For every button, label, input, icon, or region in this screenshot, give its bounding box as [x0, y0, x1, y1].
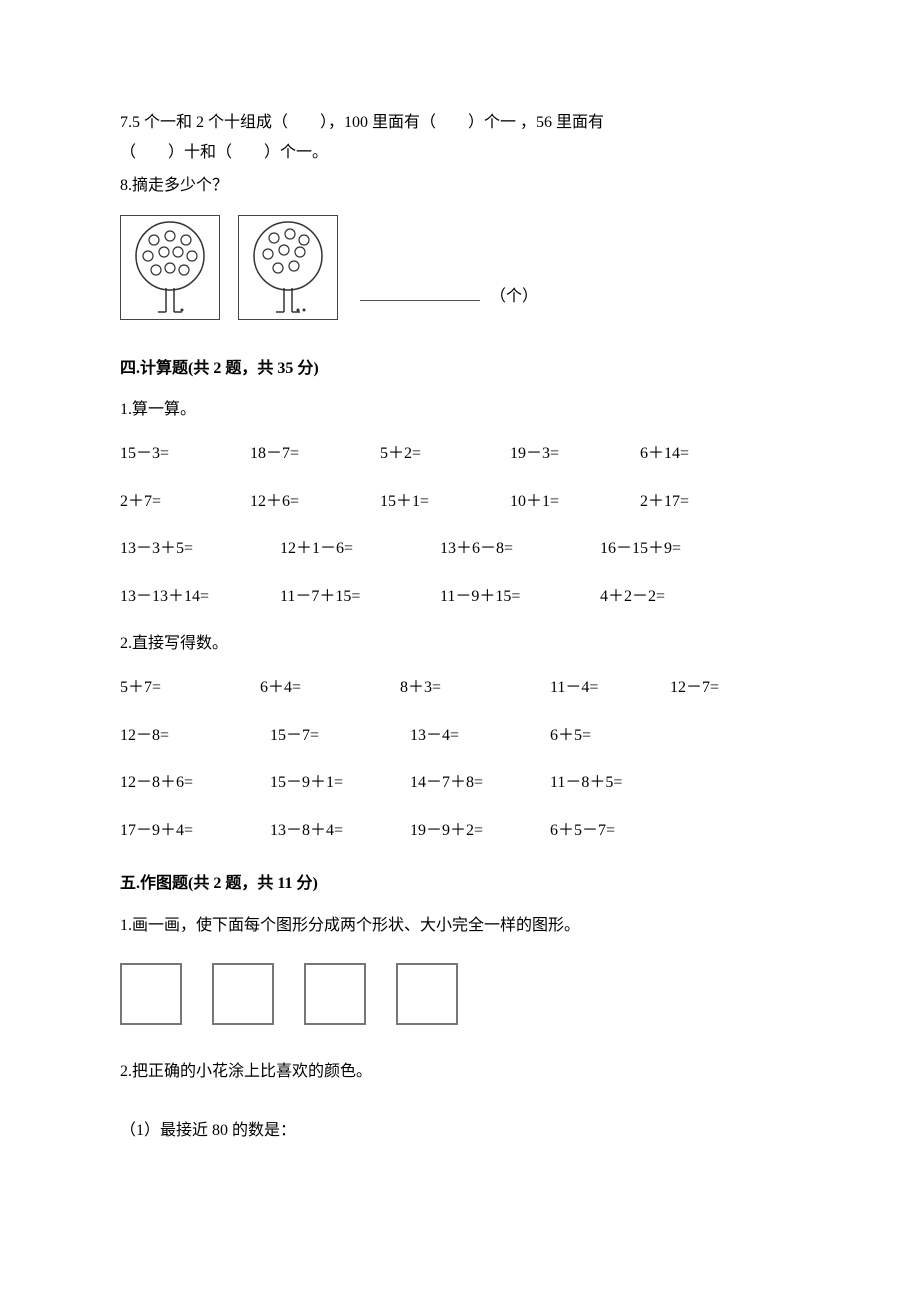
- s4-r4: 13－13＋14= 11－7＋15= 11－9＋15= 4＋2－2=: [120, 584, 800, 610]
- eq: 10＋1=: [510, 489, 640, 515]
- square-shape: [396, 963, 458, 1025]
- square-shape: [120, 963, 182, 1025]
- s4b-r2: 12－8= 15－7= 13－4= 6＋5=: [120, 723, 800, 749]
- square-shape: [304, 963, 366, 1025]
- eq: 12－7=: [670, 675, 719, 701]
- s4-r1: 15－3= 18－7= 5＋2= 19－3= 6＋14=: [120, 441, 800, 467]
- s5-sub2-item1: （1）最接近 80 的数是：: [120, 1118, 800, 1144]
- eq: 12－8=: [120, 723, 270, 749]
- section-4-title: 四.计算题(共 2 题，共 35 分): [120, 356, 800, 382]
- s4b-r1: 5＋7= 6＋4= 8＋3= 11－4= 12－7=: [120, 675, 800, 701]
- eq: 15＋1=: [380, 489, 510, 515]
- eq: 13＋6－8=: [440, 536, 600, 562]
- blank-line[interactable]: [360, 300, 480, 301]
- s4b-r4: 17－9＋4= 13－8＋4= 19－9＋2= 6＋5－7=: [120, 818, 800, 844]
- eq: 13－13＋14=: [120, 584, 280, 610]
- eq: 13－4=: [410, 723, 550, 749]
- s4-r3: 13－3＋5= 12＋1－6= 13＋6－8= 16－15＋9=: [120, 536, 800, 562]
- eq: 16－15＋9=: [600, 536, 760, 562]
- apple-tree-box-2: [238, 215, 338, 320]
- eq: 18－7=: [250, 441, 380, 467]
- q7-line2: （ ）十和（ ）个一。: [120, 140, 800, 166]
- eq: 11－9＋15=: [440, 584, 600, 610]
- eq: 15－7=: [270, 723, 410, 749]
- q8-title: 8.摘走多少个？: [120, 173, 800, 199]
- spacer: [120, 1088, 800, 1118]
- eq: 2＋17=: [640, 489, 689, 515]
- eq: 6＋5=: [550, 723, 690, 749]
- eq: 11－7＋15=: [280, 584, 440, 610]
- apple-tree-box-1: [120, 215, 220, 320]
- shapes-row: [120, 963, 800, 1025]
- eq: 5＋2=: [380, 441, 510, 467]
- s4-sub2-title: 2.直接写得数。: [120, 631, 800, 657]
- eq: 12＋6=: [250, 489, 380, 515]
- s5-sub2: 2.把正确的小花涂上比喜欢的颜色。: [120, 1059, 800, 1085]
- eq: 12－8＋6=: [120, 770, 270, 796]
- eq: 12＋1－6=: [280, 536, 440, 562]
- worksheet-page: 7.5 个一和 2 个十组成（ ），100 里面有（ ）个一 ，56 里面有 （…: [0, 0, 920, 1208]
- eq: 13－3＋5=: [120, 536, 280, 562]
- apple-tree-1-svg: [124, 218, 216, 316]
- apple-answer-blank: （个）: [356, 284, 538, 320]
- apple-tree-row: （个）: [120, 215, 800, 320]
- s4-r2: 2＋7= 12＋6= 15＋1= 10＋1= 2＋17=: [120, 489, 800, 515]
- s5-sub1: 1.画一画，使下面每个图形分成两个形状、大小完全一样的图形。: [120, 913, 800, 939]
- eq: 6＋5－7=: [550, 818, 690, 844]
- apple-tree-2-svg: [242, 218, 334, 316]
- section-5-title: 五.作图题(共 2 题，共 11 分): [120, 871, 800, 897]
- eq: 2＋7=: [120, 489, 250, 515]
- s4b-r3: 12－8＋6= 15－9＋1= 14－7＋8= 11－8＋5=: [120, 770, 800, 796]
- eq: 13－8＋4=: [270, 818, 410, 844]
- eq: 19－9＋2=: [410, 818, 550, 844]
- eq: 6＋4=: [260, 675, 400, 701]
- apple-unit: （个）: [490, 288, 538, 305]
- eq: 11－4=: [550, 675, 670, 701]
- s4-sub1-title: 1.算一算。: [120, 397, 800, 423]
- eq: 14－7＋8=: [410, 770, 550, 796]
- eq: 15－9＋1=: [270, 770, 410, 796]
- eq: 4＋2－2=: [600, 584, 760, 610]
- eq: 17－9＋4=: [120, 818, 270, 844]
- eq: 15－3=: [120, 441, 250, 467]
- eq: 19－3=: [510, 441, 640, 467]
- q7-line1: 7.5 个一和 2 个十组成（ ），100 里面有（ ）个一 ，56 里面有: [120, 110, 800, 136]
- eq: 8＋3=: [400, 675, 550, 701]
- eq: 6＋14=: [640, 441, 689, 467]
- eq: 11－8＋5=: [550, 770, 690, 796]
- eq: 5＋7=: [120, 675, 260, 701]
- square-shape: [212, 963, 274, 1025]
